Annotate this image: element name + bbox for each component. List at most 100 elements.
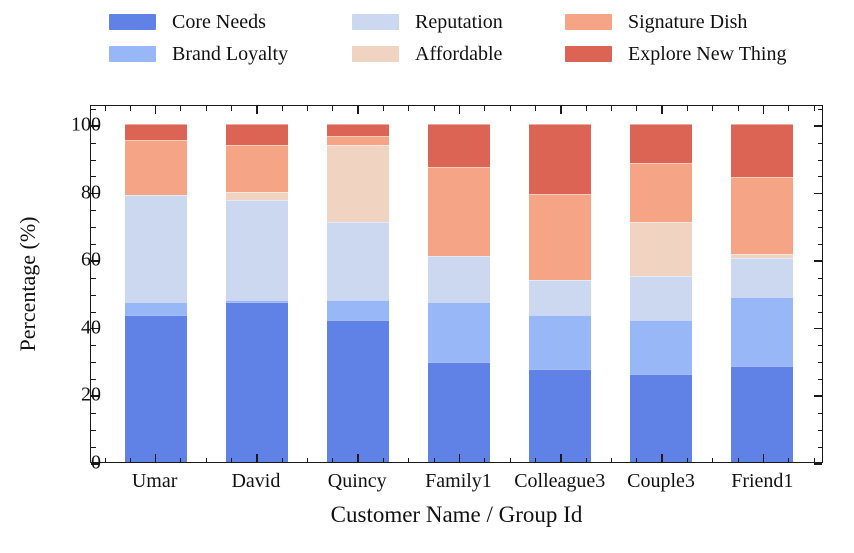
bar-segment-signature-dish — [730, 176, 793, 255]
x-minor-tick — [104, 457, 106, 462]
x-major-tick — [154, 454, 157, 462]
bar-segment-explore-new-thing — [730, 124, 793, 177]
x-minor-tick — [484, 106, 486, 111]
bar-segment-affordable — [730, 254, 793, 258]
x-minor-tick — [180, 106, 182, 111]
x-axis-label: Customer Name / Group Id — [330, 502, 583, 527]
bar-slot-quincy — [307, 106, 408, 462]
x-minor-tick — [484, 457, 486, 462]
plot-area — [90, 105, 823, 465]
bar-segment-explore-new-thing — [528, 124, 591, 194]
x-minor-tick — [686, 106, 688, 111]
legend-item-reputation: Reputation — [352, 10, 565, 34]
y-axis-label: Percentage (%) — [15, 216, 40, 352]
y-minor-tick — [91, 345, 96, 347]
category-label-couple3: Couple3 — [627, 470, 695, 492]
y-minor-tick — [91, 176, 96, 178]
x-minor-tick — [534, 457, 536, 462]
category-label-friend1: Friend1 — [731, 470, 794, 492]
y-minor-tick — [91, 243, 96, 245]
bar-segment-brand-loyalty — [730, 296, 793, 366]
bar-segment-reputation — [427, 256, 490, 302]
y-minor-tick — [817, 176, 822, 178]
y-tick-label: 0 — [91, 451, 101, 474]
legend-label-explore-new-thing: Explore New Thing — [628, 43, 787, 65]
x-major-tick — [762, 454, 765, 462]
x-minor-tick — [408, 457, 410, 462]
bar-slot-friend1 — [711, 106, 812, 462]
bar-segment-explore-new-thing — [225, 124, 288, 145]
x-minor-tick — [307, 457, 309, 462]
y-minor-tick — [91, 379, 96, 381]
y-minor-tick — [817, 243, 822, 245]
y-minor-tick — [817, 446, 822, 448]
x-minor-tick — [383, 457, 385, 462]
x-minor-tick — [281, 457, 283, 462]
legend: Core Needs Reputation Signature Dish Brand … — [109, 10, 787, 66]
bar-quincy — [326, 124, 389, 462]
bar-segment-reputation — [326, 222, 389, 300]
y-minor-tick — [817, 412, 822, 414]
bars-row — [105, 106, 812, 462]
legend-label-reputation: Reputation — [415, 11, 503, 33]
legend-swatch-brand-loyalty — [109, 46, 156, 62]
bar-segment-signature-dish — [629, 163, 692, 223]
bar-segment-reputation — [629, 276, 692, 321]
y-major-tick — [91, 463, 99, 465]
y-minor-tick — [91, 446, 96, 448]
y-minor-tick — [817, 142, 822, 144]
y-minor-tick — [817, 429, 822, 431]
legend-item-affordable: Affordable — [352, 42, 565, 66]
bar-segment-explore-new-thing — [427, 124, 490, 167]
bar-segment-brand-loyalty — [225, 299, 288, 302]
legend-swatch-affordable — [352, 46, 399, 62]
x-minor-tick — [737, 457, 739, 462]
x-minor-tick — [788, 106, 790, 111]
y-minor-tick — [91, 227, 96, 229]
x-minor-tick — [585, 106, 587, 111]
x-minor-tick — [433, 106, 435, 111]
y-minor-tick — [91, 108, 96, 110]
bar-segment-brand-loyalty — [528, 315, 591, 370]
y-minor-tick — [817, 277, 822, 279]
y-minor-tick — [91, 429, 96, 431]
y-major-tick — [91, 395, 99, 398]
legend-item-core-needs: Core Needs — [109, 10, 352, 34]
y-minor-tick — [817, 362, 822, 364]
bar-segment-signature-dish — [528, 193, 591, 280]
x-minor-tick — [585, 457, 587, 462]
legend-item-explore-new-thing: Explore New Thing — [565, 42, 787, 66]
y-minor-tick — [91, 277, 96, 279]
bar-couple3 — [629, 124, 692, 462]
x-major-tick — [661, 454, 663, 462]
x-minor-tick — [332, 457, 334, 462]
bar-segment-reputation — [730, 257, 793, 297]
legend-swatch-reputation — [352, 14, 399, 30]
x-major-tick — [762, 106, 765, 114]
x-major-tick — [661, 106, 663, 114]
x-minor-tick — [712, 106, 714, 111]
category-label-colleague3: Colleague3 — [514, 470, 606, 492]
x-minor-tick — [636, 457, 638, 462]
y-minor-tick — [817, 108, 822, 110]
x-minor-tick — [104, 106, 106, 111]
x-minor-tick — [205, 106, 207, 111]
y-minor-tick — [817, 227, 822, 229]
y-minor-tick — [817, 345, 822, 347]
y-minor-tick — [817, 311, 822, 313]
y-major-tick — [91, 192, 99, 195]
legend-label-signature-dish: Signature Dish — [628, 11, 748, 33]
legend-label-affordable: Affordable — [415, 43, 503, 65]
bar-segment-core-needs — [326, 320, 389, 462]
y-tick-label: 20 — [81, 383, 101, 406]
y-major-tick — [91, 260, 99, 262]
bar-segment-core-needs — [225, 301, 288, 462]
bar-slot-colleague3 — [509, 106, 610, 462]
y-major-tick — [814, 192, 822, 195]
bar-segment-core-needs — [629, 374, 692, 462]
bar-segment-core-needs — [528, 369, 591, 462]
y-minor-tick — [817, 210, 822, 212]
y-major-tick — [814, 463, 822, 465]
x-minor-tick — [205, 457, 207, 462]
y-major-tick — [814, 260, 822, 262]
